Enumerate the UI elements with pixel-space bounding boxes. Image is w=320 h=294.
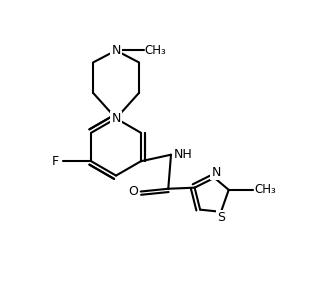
Text: N: N bbox=[212, 166, 221, 179]
Text: CH₃: CH₃ bbox=[144, 44, 166, 57]
Text: N: N bbox=[111, 112, 121, 125]
Text: NH: NH bbox=[174, 148, 193, 161]
Text: N: N bbox=[111, 44, 121, 57]
Text: S: S bbox=[217, 211, 225, 224]
Text: CH₃: CH₃ bbox=[254, 183, 276, 196]
Text: F: F bbox=[52, 155, 59, 168]
Text: O: O bbox=[129, 185, 139, 198]
